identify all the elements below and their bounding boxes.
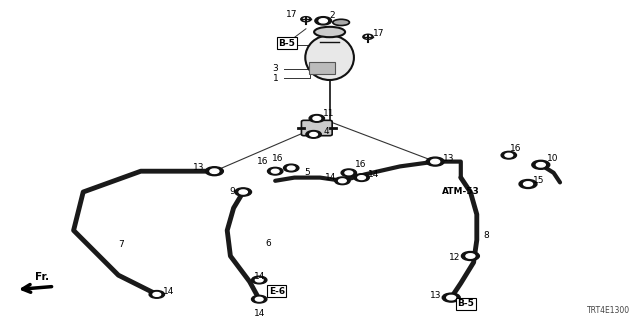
Text: 14: 14 (254, 272, 266, 281)
Text: ATM-53: ATM-53 (442, 188, 479, 196)
Text: 12: 12 (449, 253, 461, 262)
Circle shape (149, 291, 164, 298)
Text: 8: 8 (483, 231, 489, 240)
Circle shape (287, 166, 295, 170)
Text: 16: 16 (510, 144, 522, 153)
Text: 9: 9 (229, 188, 235, 196)
Circle shape (363, 34, 373, 39)
Text: 1: 1 (273, 74, 278, 83)
Circle shape (532, 160, 550, 169)
Circle shape (301, 17, 311, 22)
Text: 5: 5 (305, 168, 310, 177)
Text: 13: 13 (193, 164, 205, 172)
Circle shape (313, 116, 321, 120)
Circle shape (268, 167, 283, 175)
Circle shape (210, 169, 219, 173)
Circle shape (365, 36, 371, 38)
Circle shape (466, 254, 475, 258)
Text: 17: 17 (286, 10, 298, 19)
Ellipse shape (314, 27, 345, 37)
Circle shape (239, 190, 248, 194)
Circle shape (501, 151, 516, 159)
Circle shape (524, 182, 532, 186)
Circle shape (341, 169, 356, 177)
Circle shape (426, 157, 444, 166)
Circle shape (431, 159, 440, 164)
Text: TRT4E1300: TRT4E1300 (588, 306, 630, 315)
Circle shape (354, 174, 369, 181)
Text: 13: 13 (430, 292, 442, 300)
Circle shape (345, 171, 353, 175)
Circle shape (306, 131, 321, 138)
Circle shape (310, 132, 317, 136)
Text: 13: 13 (443, 154, 454, 163)
Ellipse shape (305, 35, 354, 80)
Text: 14: 14 (324, 173, 336, 182)
Text: 14: 14 (163, 287, 175, 296)
Circle shape (339, 179, 346, 183)
Text: 3: 3 (273, 64, 278, 73)
Text: 16: 16 (257, 157, 269, 166)
Circle shape (271, 169, 279, 173)
Text: 11: 11 (323, 109, 335, 118)
Text: 14: 14 (368, 170, 380, 179)
Circle shape (536, 163, 545, 167)
Text: 15: 15 (533, 176, 545, 185)
Text: 16: 16 (355, 160, 367, 169)
Circle shape (461, 252, 479, 260)
Circle shape (252, 276, 267, 284)
Circle shape (303, 18, 308, 20)
Text: 7: 7 (118, 240, 124, 249)
Circle shape (358, 176, 365, 180)
Text: Fr.: Fr. (35, 272, 49, 282)
Circle shape (309, 115, 324, 122)
Circle shape (205, 167, 223, 176)
Text: 14: 14 (253, 309, 265, 318)
Text: B-5: B-5 (278, 39, 295, 48)
FancyBboxPatch shape (309, 62, 335, 74)
Circle shape (315, 17, 332, 25)
Text: 17: 17 (372, 29, 384, 38)
Circle shape (153, 292, 161, 296)
Circle shape (319, 19, 328, 23)
Circle shape (255, 278, 263, 282)
Circle shape (442, 293, 460, 302)
Circle shape (519, 180, 537, 188)
Circle shape (447, 295, 456, 300)
FancyBboxPatch shape (301, 120, 332, 136)
Text: 4: 4 (323, 127, 329, 136)
Text: 16: 16 (272, 154, 284, 163)
Circle shape (235, 188, 252, 196)
Ellipse shape (333, 19, 349, 26)
Text: E-6: E-6 (269, 287, 285, 296)
Text: 10: 10 (547, 154, 559, 163)
Circle shape (335, 177, 350, 185)
Circle shape (252, 295, 267, 303)
Text: B-5: B-5 (458, 300, 474, 308)
Text: 2: 2 (330, 11, 335, 20)
Circle shape (284, 164, 299, 172)
Circle shape (255, 297, 263, 301)
Circle shape (505, 153, 513, 157)
Text: 6: 6 (266, 239, 271, 248)
